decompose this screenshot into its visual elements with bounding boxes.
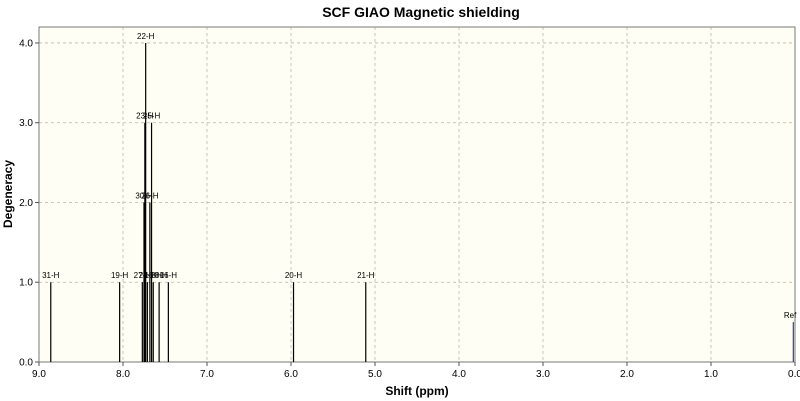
x-tick-label: 3.0	[536, 369, 550, 380]
x-tick-label: 7.0	[200, 369, 214, 380]
peak-label: Ref	[784, 311, 797, 320]
x-tick-label: 2.0	[620, 369, 634, 380]
x-axis-ticks: 9.0 8.0 7.0 6.0 5.0 4.0 3.0 2.0 1.0 0.0	[32, 362, 800, 380]
x-tick-label: 0.0	[788, 369, 800, 380]
x-axis-label: Shift (ppm)	[385, 384, 448, 398]
chart-title: SCF GIAO Magnetic shielding	[322, 4, 520, 20]
y-axis-label: Degeneracy	[1, 160, 15, 228]
plot-area	[39, 27, 795, 362]
grid-lines	[39, 27, 795, 362]
peak-label: 24-H	[139, 271, 157, 280]
peak-label: 20-H	[285, 271, 303, 280]
peak-lines: 31-H 19-H 27-H 30-H 23-H 22-H 24-H 26-H 25-H 18-H…	[42, 32, 797, 362]
y-tick-label: 4.0	[19, 38, 33, 49]
peak-label: 25-H	[143, 112, 161, 121]
plot-frame	[38, 26, 796, 363]
peak-label: 16-H	[160, 271, 178, 280]
x-tick-label: 8.0	[116, 369, 130, 380]
x-tick-label: 1.0	[704, 369, 718, 380]
peak-label: 18-H	[145, 271, 163, 280]
peak-label: 28-H	[150, 271, 168, 280]
peak-label: 22-H	[137, 32, 155, 41]
y-tick-label: 2.0	[19, 198, 33, 209]
peak-label: 26-H	[141, 191, 159, 200]
x-tick-label: 5.0	[368, 369, 382, 380]
peak-label: 30-H	[135, 191, 153, 200]
y-tick-label: 0.0	[19, 358, 33, 369]
peak-label: 31-H	[42, 271, 60, 280]
peak-label: 19-H	[111, 271, 129, 280]
y-tick-label: 1.0	[19, 278, 33, 289]
y-tick-label: 3.0	[19, 118, 33, 129]
x-tick-label: 6.0	[284, 369, 298, 380]
x-tick-label: 9.0	[32, 369, 46, 380]
peak-label: 23-H	[136, 112, 154, 121]
y-axis-ticks: 0.0 1.0 2.0 3.0 4.0	[19, 38, 39, 369]
x-tick-label: 4.0	[452, 369, 466, 380]
peak-label: 21-H	[357, 271, 375, 280]
peak-label: 27-H	[134, 271, 152, 280]
